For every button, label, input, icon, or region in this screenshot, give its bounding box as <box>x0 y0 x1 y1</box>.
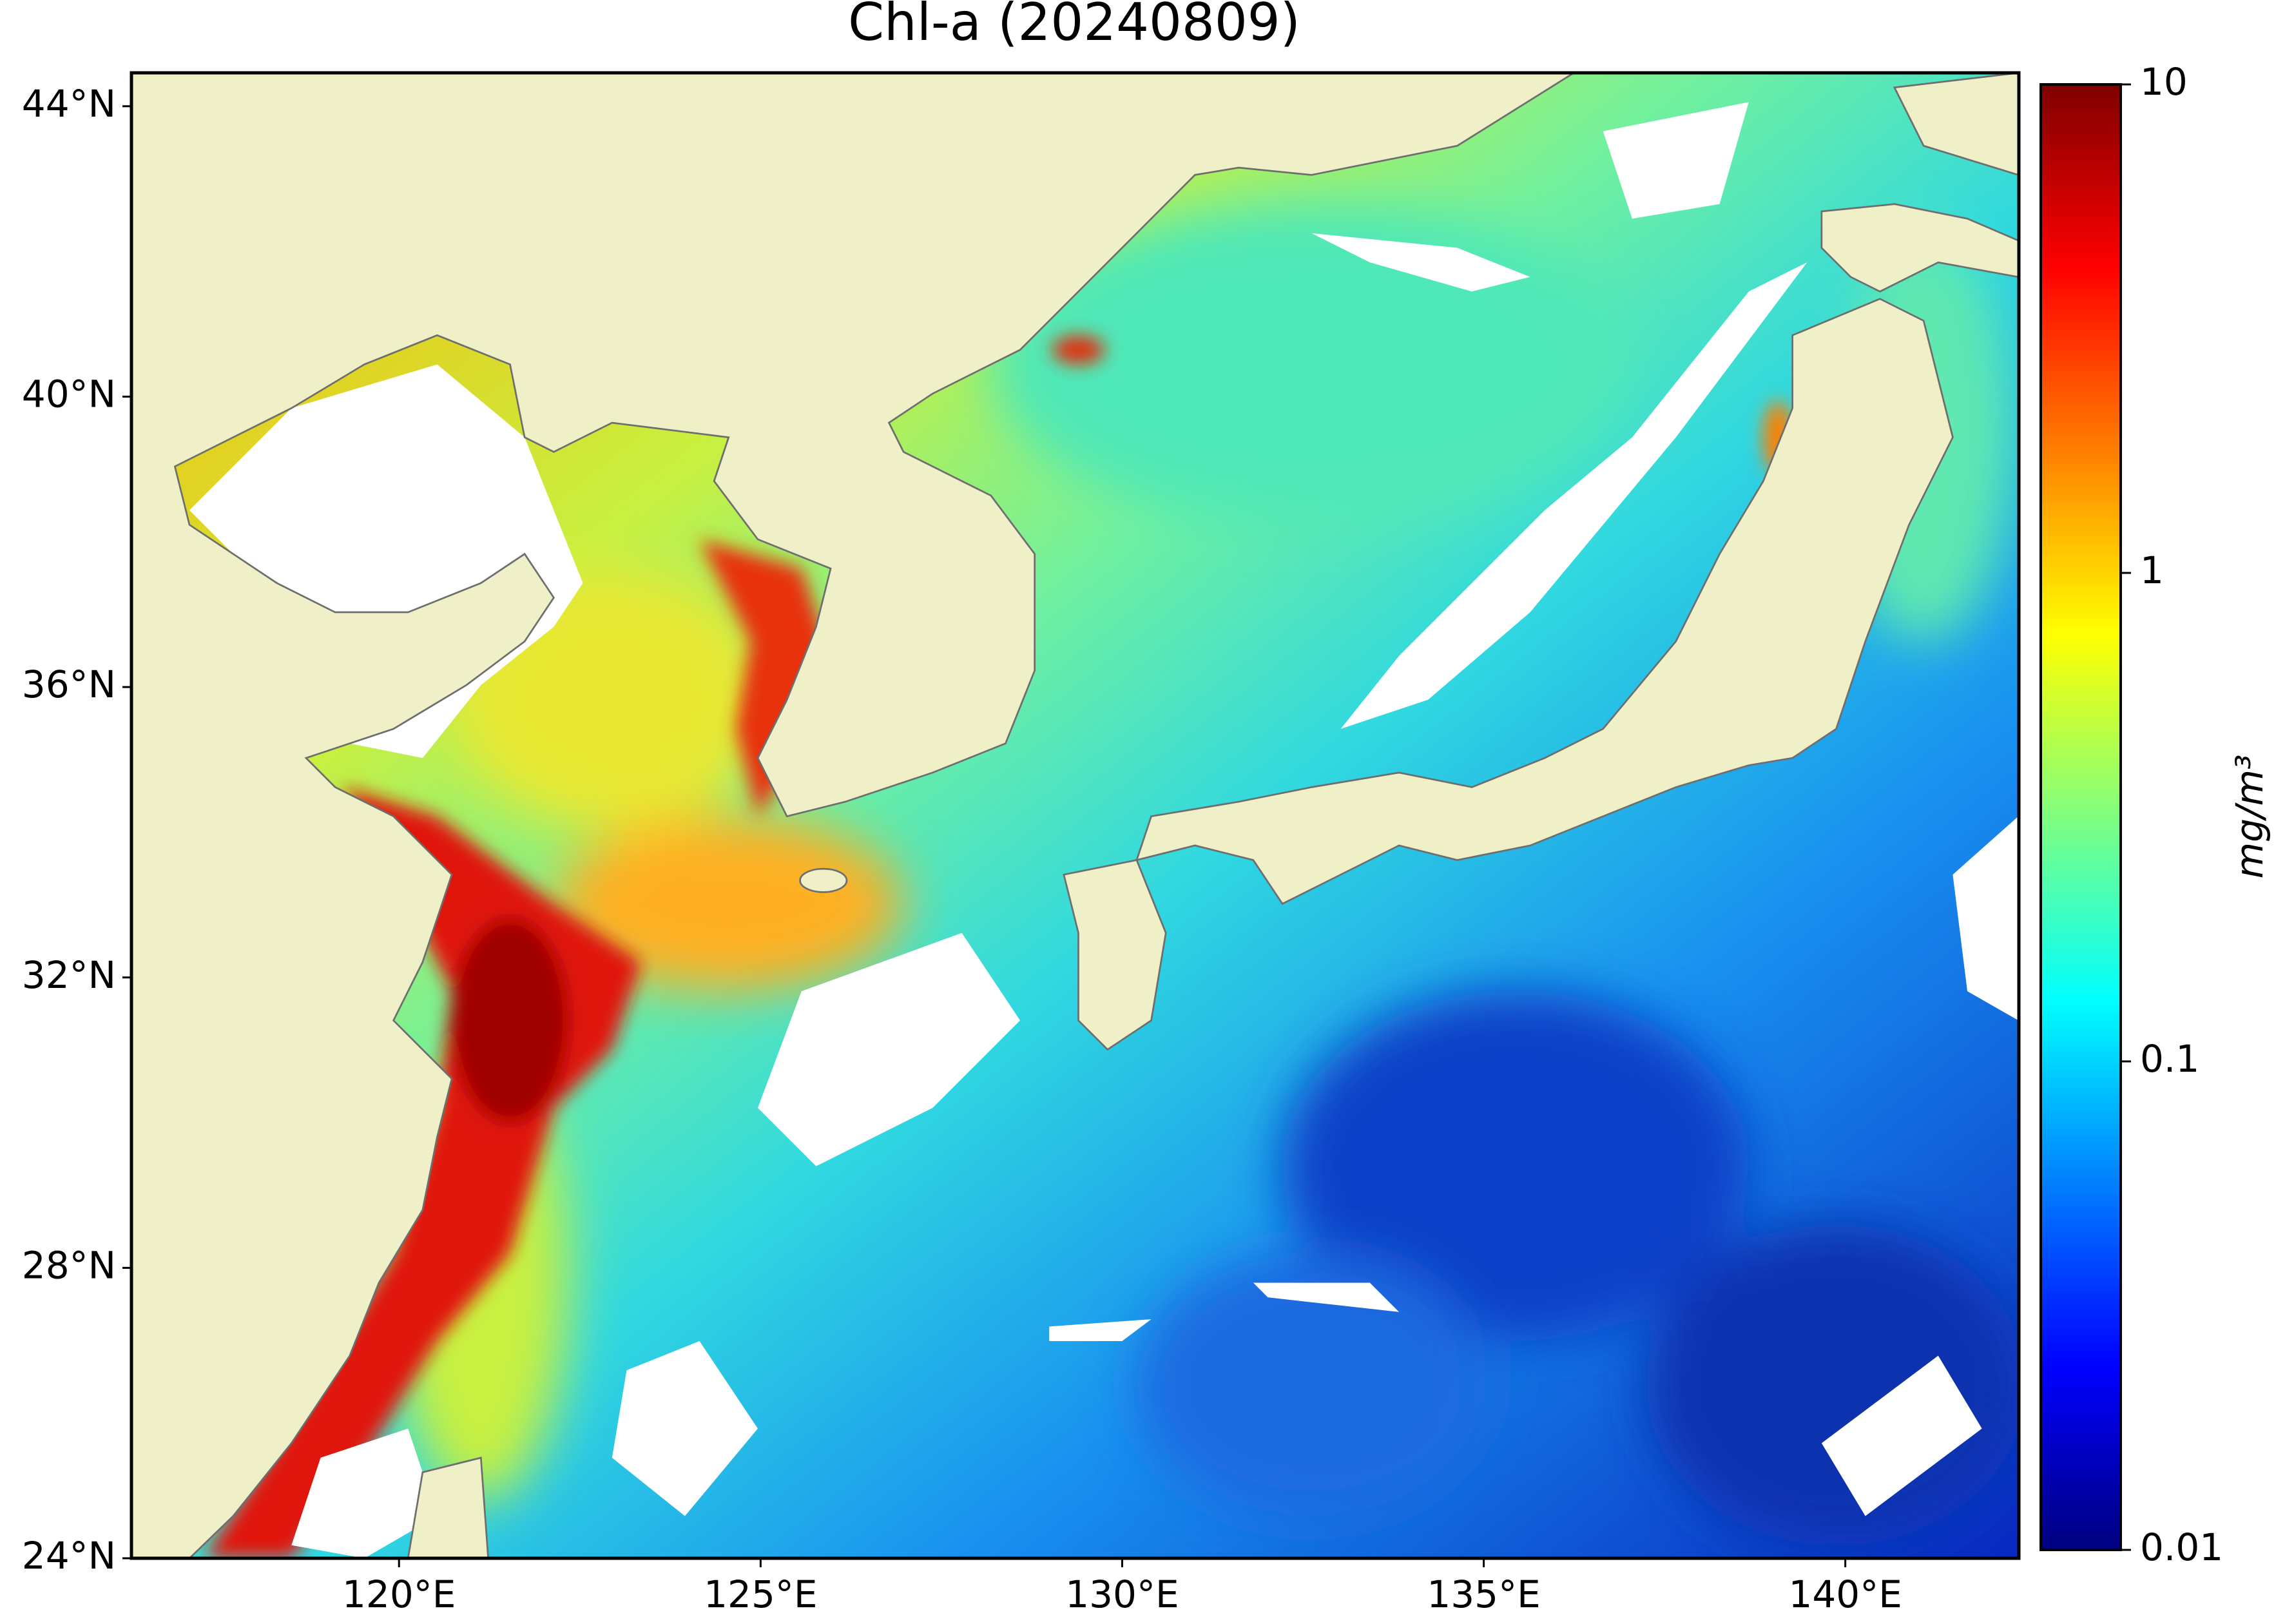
colorbar-tick-label: 0.1 <box>2140 1037 2199 1081</box>
y-tick-label: 24°N <box>22 1534 116 1578</box>
colorbar-tick-label: 10 <box>2140 60 2188 104</box>
plot-frame <box>130 71 2021 1560</box>
x-tick-label: 125°E <box>704 1572 817 1616</box>
y-tick-label: 44°N <box>22 82 116 126</box>
colorbar <box>2039 83 2122 1551</box>
x-tick-label: 140°E <box>1788 1572 1902 1616</box>
colorbar-tick-label: 0.01 <box>2140 1525 2223 1569</box>
x-tick-label: 120°E <box>342 1572 456 1616</box>
y-tick-label: 40°N <box>22 372 116 416</box>
map <box>131 73 2019 1559</box>
x-tick-label: 130°E <box>1065 1572 1179 1616</box>
colorbar-tick-label: 1 <box>2140 548 2164 592</box>
x-tick-label: 135°E <box>1427 1572 1540 1616</box>
colorbar-label: mg/m³ <box>2228 755 2271 879</box>
y-tick-label: 28°N <box>22 1243 116 1287</box>
land <box>131 73 2019 1559</box>
chart-title: Chl-a (20240809) <box>848 0 1300 52</box>
y-tick-label: 32°N <box>22 953 116 997</box>
y-tick-label: 36°N <box>22 662 116 706</box>
